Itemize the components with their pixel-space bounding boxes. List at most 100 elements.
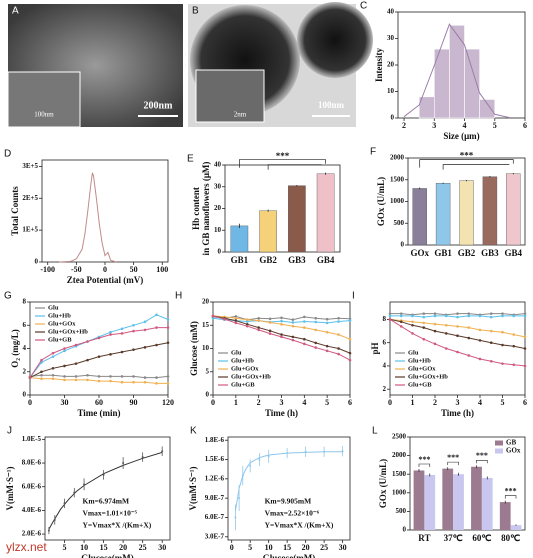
series-marker [512, 344, 516, 348]
series-marker [291, 321, 295, 324]
x-tick-label: 20 [119, 543, 127, 552]
panel-label: F [370, 147, 376, 158]
significance-bracket [447, 461, 459, 466]
series-marker [411, 320, 414, 324]
data-point [234, 516, 237, 519]
series-marker [456, 325, 459, 328]
x-tick-label: 37℃ [444, 533, 463, 543]
series-marker [411, 314, 414, 318]
series-marker [348, 337, 352, 341]
x-tick-label: 5 [325, 398, 329, 407]
annotation: Km=9.905mM [265, 497, 312, 506]
bar [453, 474, 464, 530]
x-tick-label: 15 [283, 543, 291, 552]
series-line [389, 318, 526, 349]
x-tick-label: 30 [339, 543, 347, 552]
series-marker [74, 362, 78, 365]
x-tick-label: 25 [320, 543, 328, 552]
y-tick-label: 20 [214, 204, 222, 212]
data-point [304, 450, 307, 453]
y-tick-label: 6.0E-7 [205, 513, 225, 521]
series-marker [166, 375, 170, 378]
series-marker [132, 375, 135, 378]
series-marker [28, 376, 32, 379]
x-tick-label: 0 [388, 398, 392, 407]
series-marker [97, 379, 101, 383]
legend-label: Glu+Hb [231, 357, 254, 364]
series-marker [388, 312, 392, 315]
y-tick-label: 6 [383, 338, 387, 346]
x-tick-label: 4 [302, 398, 306, 407]
y-tick-label: 2500 [392, 433, 407, 441]
y-tick-label: 500 [394, 219, 405, 227]
x-tick-label: 5 [501, 398, 505, 407]
series-marker [325, 344, 329, 348]
series-marker [211, 314, 215, 318]
series-marker [109, 353, 112, 356]
series-marker [303, 320, 306, 323]
x-axis-label: Ztea Potential (mV) [67, 275, 143, 285]
legend-label: GB [506, 439, 516, 447]
data-point [161, 450, 164, 453]
x-tick-label: 50 [130, 265, 138, 274]
x-tick-label: RT [418, 533, 430, 543]
x-tick-label: 1 [411, 398, 415, 407]
series-marker [268, 317, 272, 321]
x-tick-label: 0 [230, 543, 234, 552]
series-marker [280, 335, 283, 339]
x-tick-label: 120 [162, 398, 174, 407]
series-marker [348, 351, 352, 355]
series-marker [155, 313, 158, 317]
series-marker [63, 347, 66, 350]
series-marker [132, 380, 135, 384]
x-tick-label: 3 [432, 121, 436, 130]
y-axis-label: Hb content [191, 187, 201, 230]
series-marker [86, 340, 89, 343]
bar [288, 185, 306, 253]
y-tick-label: 1.0E-5 [22, 435, 42, 443]
y-tick-label: 0 [391, 114, 395, 122]
significance-bracket [239, 159, 326, 168]
legend-label: Glu+GOx+Hb [231, 373, 271, 380]
watermark: ylzx.net [6, 540, 47, 554]
x-tick-label: 30 [158, 543, 166, 552]
x-tick-label: 20 [302, 543, 310, 552]
series-marker [422, 312, 426, 315]
series-marker [143, 376, 147, 379]
legend-label: Glu+Hb [408, 357, 431, 364]
x-tick-label: 6 [523, 398, 527, 407]
panel-label: E [187, 154, 194, 165]
y-tick-label: 10 [214, 226, 222, 234]
legend-swatch [495, 448, 503, 454]
y-tick-label: 2 [383, 385, 387, 393]
x-tick-label: -50 [71, 265, 82, 274]
series-marker [478, 328, 482, 332]
y-tick-label: 15 [202, 321, 210, 329]
panel-label: I [352, 291, 355, 302]
series-line [29, 342, 169, 379]
series-marker [467, 312, 471, 315]
series-marker [51, 355, 55, 358]
legend-label: Glu [408, 349, 419, 356]
x-axis-label: Glucose(mM) [263, 553, 315, 558]
data-point [47, 529, 50, 532]
legend-label: Glu+GB [408, 381, 432, 388]
bar [442, 468, 454, 530]
x-tick-label: 5 [248, 543, 252, 552]
series-marker [63, 375, 66, 378]
series-marker [348, 319, 352, 322]
scale-label: 2nm [234, 111, 247, 119]
series-marker [97, 375, 101, 378]
bar [459, 180, 474, 246]
y-tick-label: 2 [23, 367, 27, 375]
series-marker [433, 314, 437, 318]
x-tick-label: 5 [63, 543, 67, 552]
panel-label: K [190, 426, 197, 437]
series-marker [166, 382, 170, 385]
series-marker [325, 317, 329, 321]
series-marker [51, 351, 55, 355]
y-tick-label: 8 [23, 298, 27, 306]
y-tick-label: 20 [387, 61, 395, 69]
significance-bracket [476, 459, 488, 464]
x-tick-label: 10 [80, 543, 88, 552]
